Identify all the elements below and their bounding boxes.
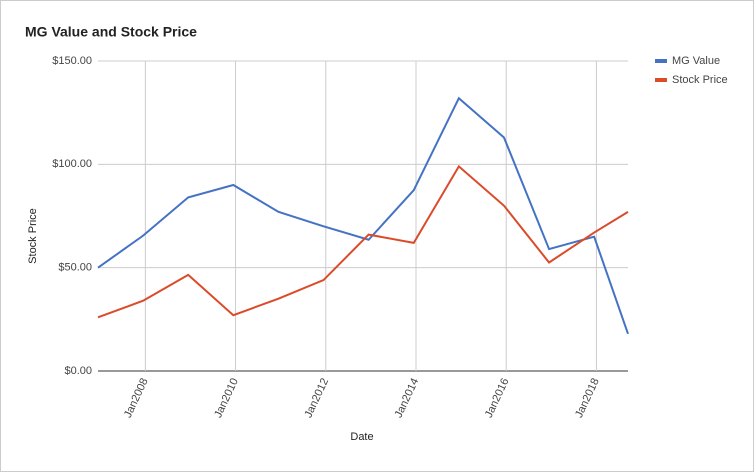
line <box>97 164 629 319</box>
y-tick-label: $0.00 <box>64 365 92 377</box>
legend-swatch <box>655 78 667 82</box>
y-tick-label: $50.00 <box>58 262 92 274</box>
x-axis-label: Date <box>350 431 373 443</box>
y-tick-label: $100.00 <box>52 158 92 170</box>
line <box>97 96 629 335</box>
y-axis-label: Stock Price <box>27 208 39 264</box>
legend-label: MG Value <box>672 55 720 67</box>
legend-swatch <box>655 59 667 63</box>
chart-title: MG Value and Stock Price <box>25 24 197 40</box>
legend-label: Stock Price <box>672 74 728 86</box>
y-tick-label: $150.00 <box>52 55 92 67</box>
